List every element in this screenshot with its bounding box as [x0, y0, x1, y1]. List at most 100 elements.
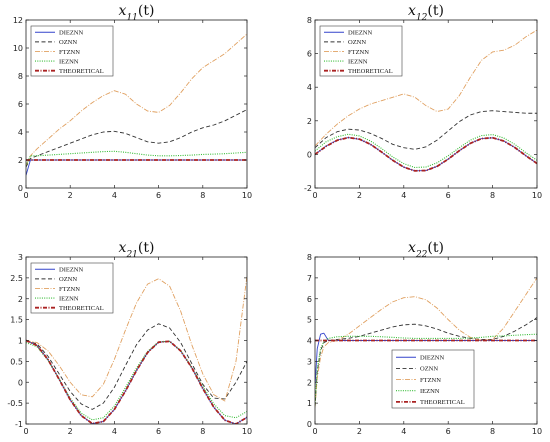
y-tick-label: 7: [307, 274, 312, 283]
x-tick-label: 2: [357, 191, 362, 200]
y-tick-label: 0: [307, 420, 312, 429]
legend-label-ieznn: IEZNN: [59, 295, 79, 302]
y-tick-label: 8: [307, 253, 312, 262]
x-tick-label: 2: [357, 427, 362, 436]
series-line-ftznn: [26, 275, 247, 402]
legend: DIEZNN OZNN FTZNN IEZNN THEORETICAL: [30, 262, 114, 314]
x-tick-label: 4: [112, 427, 117, 436]
x-tick-label: 10: [532, 191, 542, 200]
series-line-dieznn: [26, 340, 247, 424]
legend-box: [30, 25, 114, 77]
legend-label-ftznn: FTZNN: [420, 377, 441, 384]
y-tick-label: 3: [18, 253, 23, 262]
series-line-dieznn: [26, 159, 247, 176]
legend-label-ftznn: FTZNN: [348, 49, 369, 56]
y-tick-label: 8: [18, 72, 23, 81]
y-tick-label: 1.5: [10, 316, 23, 325]
legend: DIEZNN OZNN FTZNN IEZNN THEORETICAL: [319, 25, 403, 77]
y-tick-label: 0: [18, 184, 23, 193]
x-tick-label: 4: [401, 191, 406, 200]
legend-label-dieznn: DIEZNN: [348, 30, 372, 37]
x-tick-label: 4: [112, 191, 117, 200]
y-tick-label: 0: [307, 150, 312, 159]
series-line-ieznn: [315, 133, 537, 169]
y-tick-label: 2: [18, 295, 23, 304]
series-line-ieznn: [315, 333, 537, 406]
series-line-oznn: [26, 323, 247, 410]
x-tick-label: 2: [68, 427, 73, 436]
series-line-theoretical: [26, 339, 247, 424]
y-tick-label: 2: [18, 156, 23, 165]
legend: DIEZNN OZNN FTZNN IEZNN THEORETICAL: [391, 349, 475, 409]
legend-label-ftznn: FTZNN: [59, 49, 80, 56]
y-tick-label: 1: [307, 399, 312, 408]
series-line-dieznn: [315, 137, 537, 172]
y-tick-label: 0: [18, 378, 23, 387]
y-tick-label: 6: [307, 50, 312, 59]
y-tick-label: 2: [307, 378, 312, 387]
series-group: [26, 33, 247, 176]
y-tick-label: 8: [307, 16, 312, 25]
panel-2: x12(t)0 2 4 6 8 10-202468DIEZNNOZNNFTZNNIEZNN…: [304, 3, 542, 200]
legend-label-oznn: OZNN: [59, 39, 77, 46]
y-tick-label: 2.5: [10, 274, 23, 283]
legend-label-dieznn: DIEZNN: [59, 267, 83, 274]
series-group: [315, 29, 537, 172]
series-line-ieznn: [26, 150, 247, 166]
panel-3: x21(t) 0 2 4 6 8 10 -1 -0.5 0 0.5 1 1.5 2 2.5 3 DIEZNN OZ…: [7, 240, 252, 436]
x-tick-label: 8: [490, 427, 495, 436]
x-tick-label: 6: [156, 191, 161, 200]
x-tick-label: 6: [156, 427, 161, 436]
series-line-oznn: [26, 109, 247, 168]
panel-title: x11(t): [119, 3, 155, 23]
x-tick-label: 0: [23, 191, 28, 200]
legend-label-dieznn: DIEZNN: [59, 30, 83, 37]
x-tick-label: 10: [242, 191, 252, 200]
legend-box: [391, 349, 475, 409]
x-tick-label: 8: [200, 191, 205, 200]
series-line-ftznn: [26, 33, 247, 166]
y-tick-label: 1: [18, 337, 23, 346]
legend-box: [30, 262, 114, 314]
legend-label-ftznn: FTZNN: [59, 286, 80, 293]
x-tick-label: 4: [401, 427, 406, 436]
panel-4: x22(t) 0 2 4 6 8 10 0 1 2 3 4 5 6 7 8 DIEZNN OZNN FTZNN IEZ…: [307, 240, 542, 436]
series-line-oznn: [315, 317, 537, 408]
series-group: [26, 275, 247, 424]
x-tick-label: 8: [200, 427, 205, 436]
y-tick-label: 0.5: [10, 357, 23, 366]
y-tick-label: -2: [304, 184, 312, 193]
legend-label-ieznn: IEZNN: [420, 388, 440, 395]
y-tick-label: 4: [307, 337, 312, 346]
legend-label-dieznn: DIEZNN: [420, 355, 444, 362]
x-tick-label: 0: [312, 427, 317, 436]
legend-label-ieznn: IEZNN: [59, 58, 79, 65]
plot-frame: [314, 19, 538, 189]
legend-label-theoretical: THEORETICAL: [59, 305, 104, 312]
legend-box: [319, 25, 403, 77]
series-group: [315, 277, 537, 408]
y-tick-label: 10: [13, 44, 23, 53]
y-tick-label: 6: [307, 295, 312, 304]
panel-title: x22(t): [408, 240, 444, 260]
y-tick-label: -0.5: [7, 399, 23, 408]
y-tick-label: 5: [307, 316, 312, 325]
series-line-ftznn: [315, 29, 537, 147]
legend-label-ieznn: IEZNN: [348, 58, 368, 65]
panel-1: x11(t) 0 2 4 6 8 10 0 2 4 6 8 10 12 DIEZNN OZNN FTZNN IEZ…: [13, 3, 252, 200]
legend-label-theoretical: THEORETICAL: [59, 68, 104, 75]
y-tick-label: 4: [307, 83, 312, 92]
panel-title: x12(t): [408, 3, 444, 23]
y-tick-label: 3: [307, 357, 312, 366]
legend-label-oznn: OZNN: [348, 39, 366, 46]
x-tick-label: 10: [242, 427, 252, 436]
legend: DIEZNN OZNN FTZNN IEZNN THEORETICAL: [30, 25, 114, 77]
x-tick-label: 0: [312, 191, 317, 200]
y-tick-label: 2: [307, 117, 312, 126]
legend-label-theoretical: THEORETICAL: [348, 68, 393, 75]
x-tick-label: 6: [446, 191, 451, 200]
y-tick-label: -1: [15, 420, 23, 429]
x-tick-label: 0: [23, 427, 28, 436]
legend-label-oznn: OZNN: [59, 276, 77, 283]
